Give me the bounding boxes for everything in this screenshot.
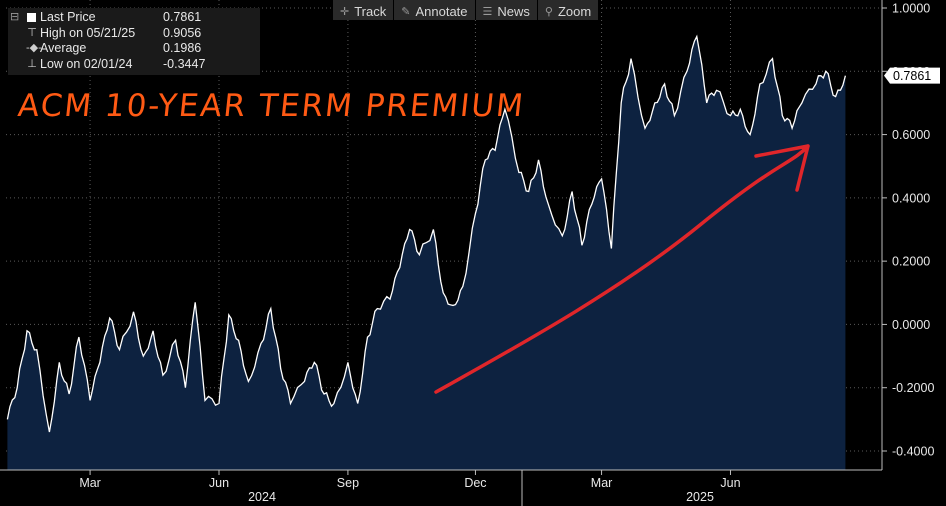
legend-row-average: -◆- Average 0.1986	[8, 41, 260, 57]
legend-value: 0.9056	[163, 26, 201, 42]
news-button[interactable]: ☰ News	[476, 0, 538, 20]
last-price-swatch	[27, 13, 36, 22]
legend-row-low: ⊥ Low on 02/01/24 -0.3447	[8, 57, 260, 73]
legend-label: Low on 02/01/24	[40, 57, 132, 73]
average-marker-icon: -◆-	[26, 41, 38, 56]
chart-toolbar: ✛ Track ✎ Annotate ☰ News ⚲ Zoom	[333, 0, 599, 20]
track-button[interactable]: ✛ Track	[333, 0, 394, 20]
annotate-label: Annotate	[415, 4, 467, 19]
x-tick-label: Sep	[337, 476, 359, 490]
x-tick-label: Jun	[720, 476, 740, 490]
legend-row-high: ⊤ High on 05/21/25 0.9056	[8, 26, 260, 42]
legend-value: 0.7861	[163, 10, 201, 26]
last-price-label: 0.7861	[884, 68, 940, 84]
x-year-label: 2025	[686, 490, 714, 504]
x-tick-label: Jun	[209, 476, 229, 490]
annotate-button[interactable]: ✎ Annotate	[394, 0, 475, 20]
y-tick-label: 0.4000	[892, 191, 930, 205]
high-marker-icon: ⊤	[26, 26, 38, 41]
x-tick-label: Dec	[464, 476, 486, 490]
x-year-label: 2024	[248, 490, 276, 504]
y-tick-label: 0.2000	[892, 255, 930, 269]
last-price-value: 0.7861	[893, 69, 931, 83]
legend-value: 0.1986	[163, 41, 201, 57]
y-tick-label: 0.6000	[892, 128, 930, 142]
y-tick-label: 0.0000	[892, 318, 930, 332]
y-tick-label: -0.4000	[892, 445, 934, 459]
legend-label: Last Price	[40, 10, 96, 26]
low-marker-icon: ⊥	[26, 57, 38, 72]
legend-value: -0.3447	[163, 57, 205, 73]
news-label: News	[497, 4, 530, 19]
crosshair-icon: ✛	[340, 5, 349, 18]
zoom-icon: ⚲	[545, 5, 553, 18]
news-icon: ☰	[483, 5, 493, 18]
legend-label: Average	[40, 41, 86, 57]
chart-annotation-title: ACM 10-YEAR TERM PREMIUM	[16, 88, 527, 124]
x-tick-label: Mar	[79, 476, 101, 490]
pencil-icon: ✎	[401, 5, 410, 18]
zoom-label: Zoom	[558, 4, 591, 19]
legend-box: ⊟ Last Price 0.7861 ⊤ High on 05/21/25 0…	[8, 8, 260, 75]
collapse-icon[interactable]: ⊟	[10, 10, 22, 26]
legend-row-last: ⊟ Last Price 0.7861	[8, 10, 260, 26]
y-tick-label: -0.2000	[892, 381, 934, 395]
legend-label: High on 05/21/25	[40, 26, 135, 42]
zoom-button[interactable]: ⚲ Zoom	[538, 0, 599, 20]
x-tick-label: Mar	[591, 476, 613, 490]
y-tick-label: 1.0000	[892, 2, 930, 16]
track-label: Track	[354, 4, 386, 19]
